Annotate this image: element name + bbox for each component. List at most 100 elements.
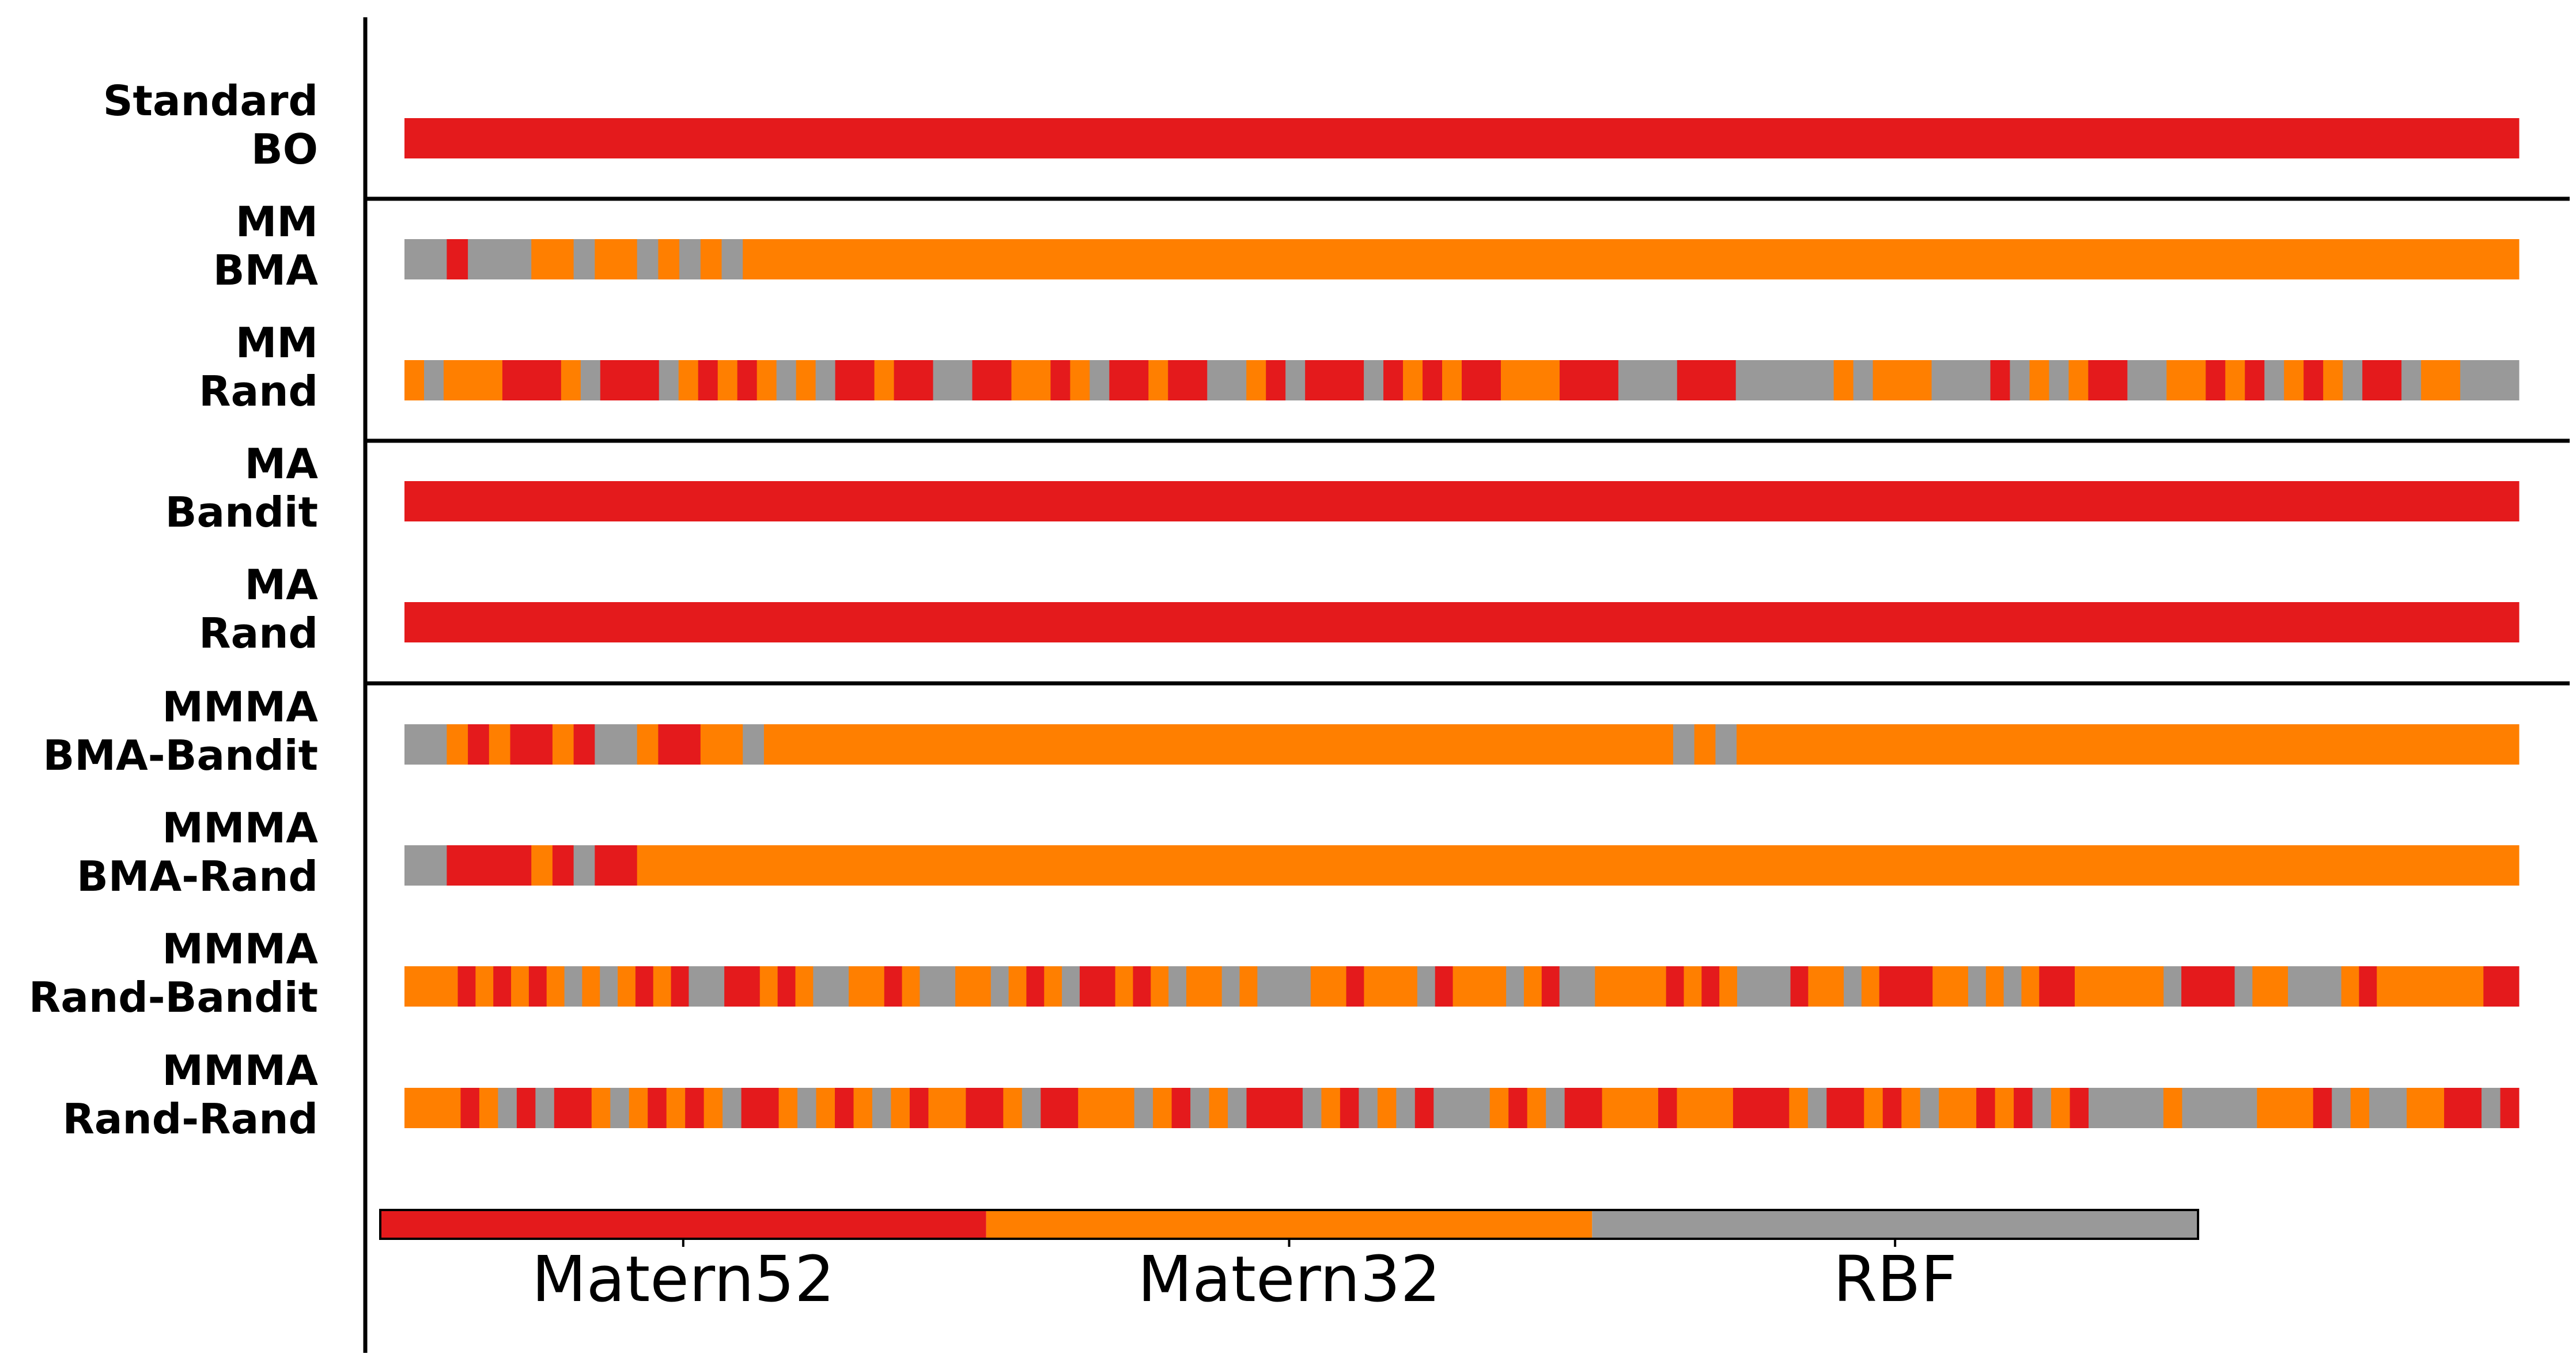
- segment-matern52-row7-run13: [671, 966, 689, 1007]
- segment-matern32-row7-run8: [582, 966, 600, 1007]
- segment-matern32-row7-run26: [1008, 966, 1027, 1007]
- segment-matern32-row8-run63: [1995, 1088, 2014, 1128]
- segment-matern32-row8-run47: [1527, 1088, 1546, 1128]
- segment-matern32-row7-run72: [2341, 966, 2359, 1007]
- segment-matern32-row7-run64: [2021, 966, 2040, 1007]
- segment-matern32-row7-run44: [1452, 966, 1507, 1007]
- segment-matern32-row2-run10: [717, 360, 738, 400]
- segment-matern32-row8-run20: [853, 1088, 873, 1128]
- segment-rbf-row2-run54: [2127, 360, 2167, 400]
- segment-rbf-row2-run45: [1853, 360, 1874, 400]
- segment-rbf-row6-run0: [404, 845, 447, 886]
- segment-rbf-row7-run14: [689, 966, 725, 1007]
- segment-matern52-row7-run75: [2483, 966, 2520, 1007]
- segment-rbf-row7-run61: [1968, 966, 1987, 1007]
- segment-rbf-row2-run5: [580, 360, 601, 400]
- segment-rbf-row8-run14: [723, 1088, 742, 1128]
- segment-rbf-row1-run2: [468, 239, 532, 279]
- segment-matern32-row8-run31: [1153, 1088, 1172, 1128]
- segment-rbf-row8-run3: [498, 1088, 517, 1128]
- segment-matern52-row7-run65: [2039, 966, 2075, 1007]
- segment-matern32-row7-run70: [2252, 966, 2288, 1007]
- segment-rbf-row1-run4: [573, 239, 595, 279]
- segment-rbf-row7-run36: [1221, 966, 1240, 1007]
- segment-matern52-row6-run1: [447, 845, 532, 886]
- segment-matern32-row8-run29: [1078, 1088, 1135, 1128]
- segment-matern52-row8-run53: [1733, 1088, 1790, 1128]
- segment-matern32-row5-run1: [447, 724, 468, 765]
- segment-rbf-row8-run33: [1190, 1088, 1210, 1128]
- segment-matern32-row8-run26: [1003, 1088, 1023, 1128]
- segment-matern32-row8-run54: [1789, 1088, 1809, 1128]
- segment-matern32-row8-run52: [1677, 1088, 1734, 1128]
- segment-rbf-row7-run9: [600, 966, 618, 1007]
- segment-rbf-row7-run25: [990, 966, 1009, 1007]
- segment-rbf-row8-run70: [2182, 1088, 2257, 1128]
- segment-rbf-row2-run49: [2010, 360, 2030, 400]
- segment-rbf-row7-run57: [1844, 966, 1862, 1007]
- segment-matern52-row2-run48: [1990, 360, 2010, 400]
- segment-matern32-row8-run0: [404, 1088, 461, 1128]
- colorbar-label-matern52: Matern52: [532, 1242, 835, 1316]
- segment-matern32-row7-run10: [618, 966, 636, 1007]
- segment-matern52-row8-run6: [554, 1088, 592, 1128]
- segment-matern32-row5-run10: [700, 724, 743, 765]
- segment-rbf-row8-run75: [2369, 1088, 2407, 1128]
- segment-matern52-row2-run9: [698, 360, 718, 400]
- segment-rbf-row8-run8: [610, 1088, 630, 1128]
- row-label-5-line1: BMA-Bandit: [43, 731, 319, 780]
- colorbar-legend: Matern52 Matern32 RBF: [379, 1209, 2199, 1316]
- segment-matern32-row7-run58: [1861, 966, 1880, 1007]
- segment-rbf-row5-run15: [1715, 724, 1737, 765]
- segment-rbf-row8-run78: [2482, 1088, 2501, 1128]
- segment-matern52-row4-run0: [404, 602, 2520, 642]
- segment-matern52-row2-run61: [2303, 360, 2324, 400]
- segment-matern52-row5-run6: [573, 724, 595, 765]
- segment-rbf-row8-run73: [2332, 1088, 2351, 1128]
- segment-matern32-row1-run9: [700, 239, 722, 279]
- segment-matern52-row8-run67: [2070, 1088, 2089, 1128]
- segment-matern52-row8-run49: [1564, 1088, 1603, 1128]
- segment-matern32-row8-run50: [1602, 1088, 1659, 1128]
- segment-matern52-row8-run4: [516, 1088, 536, 1128]
- segment-rbf-row8-run5: [535, 1088, 555, 1128]
- segment-matern32-row8-run11: [666, 1088, 686, 1128]
- segment-matern32-row2-run62: [2323, 360, 2343, 400]
- segment-matern52-row8-run51: [1658, 1088, 1677, 1128]
- segment-matern32-row2-run23: [1070, 360, 1090, 400]
- segment-matern32-row1-run3: [531, 239, 574, 279]
- segment-matern52-row8-run77: [2444, 1088, 2482, 1128]
- segment-matern32-row7-run46: [1523, 966, 1542, 1007]
- segment-matern32-row2-run35: [1403, 360, 1423, 400]
- segment-matern52-row7-run55: [1790, 966, 1809, 1007]
- row-label-6-line0: MMMA: [162, 804, 318, 852]
- segment-matern52-row6-run5: [595, 845, 638, 886]
- segment-rbf-row2-run65: [2401, 360, 2422, 400]
- segment-matern52-row7-run52: [1701, 966, 1720, 1007]
- segment-matern52-row8-run23: [909, 1088, 929, 1128]
- row-label-2-line1: Rand: [199, 367, 318, 415]
- row-label-0-line1: BO: [251, 125, 318, 173]
- segment-matern52-row2-run27: [1168, 360, 1208, 400]
- segment-matern32-row2-run0: [404, 360, 425, 400]
- segment-rbf-row2-run24: [1090, 360, 1110, 400]
- axes-lines: [363, 17, 2570, 1353]
- colorbar-label-matern32: Matern32: [1137, 1242, 1440, 1316]
- segment-matern32-row7-run0: [404, 966, 459, 1007]
- segment-matern32-row2-run14: [796, 360, 816, 400]
- segment-matern32-row2-run4: [561, 360, 581, 400]
- segment-matern52-row7-run3: [493, 966, 512, 1007]
- segment-rbf-row5-run11: [743, 724, 765, 765]
- colorbar-swatch-rbf: [1592, 1210, 2198, 1239]
- segment-rbf-row5-run13: [1673, 724, 1695, 765]
- segment-rbf-row8-run17: [797, 1088, 817, 1128]
- segment-matern52-row5-run9: [658, 724, 701, 765]
- segment-rbf-row7-run69: [2234, 966, 2253, 1007]
- segment-matern32-row7-run18: [795, 966, 814, 1007]
- segment-rbf-row7-run63: [2003, 966, 2022, 1007]
- segment-rbf-row7-run29: [1062, 966, 1080, 1007]
- segment-matern32-row8-run16: [778, 1088, 798, 1128]
- segment-matern52-row2-run64: [2362, 360, 2402, 400]
- segment-matern52-row5-run2: [468, 724, 490, 765]
- segment-matern52-row2-run42: [1677, 360, 1737, 400]
